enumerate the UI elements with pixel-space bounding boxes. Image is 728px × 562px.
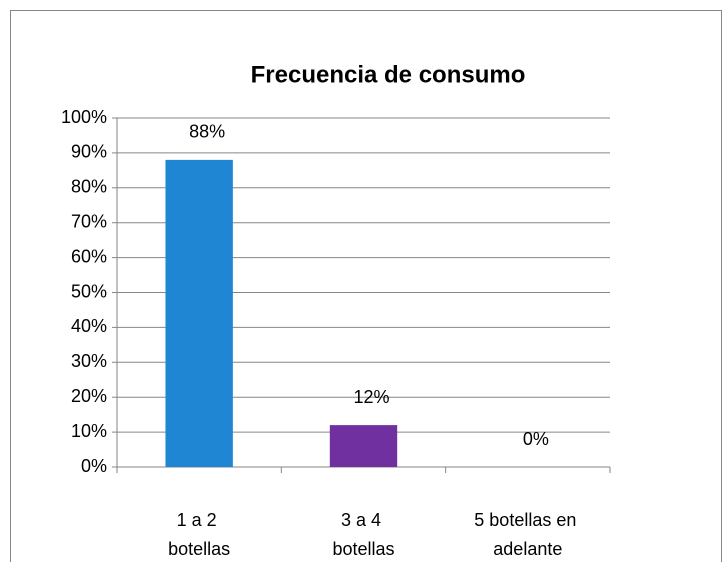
chart-title: Frecuencia de consumo — [251, 61, 526, 88]
bar — [329, 425, 398, 467]
y-tick-label: 50% — [71, 281, 107, 301]
data-label: 88% — [189, 122, 225, 142]
x-tick-label: 5 botellas en adelante — [474, 510, 581, 559]
y-tick-label: 100% — [61, 107, 107, 127]
y-tick-label: 80% — [71, 177, 107, 197]
x-tick-label: 1 a 2 botellas — [168, 510, 230, 559]
y-tick-label: 70% — [71, 211, 107, 231]
data-label: 12% — [353, 387, 389, 407]
y-tick-label: 90% — [71, 142, 107, 162]
y-tick-label: 0% — [81, 456, 107, 476]
y-tick-label: 40% — [71, 316, 107, 336]
y-tick-label: 30% — [71, 351, 107, 371]
data-label: 0% — [523, 429, 549, 449]
y-tick-label: 20% — [71, 386, 107, 406]
y-tick-label: 10% — [71, 421, 107, 441]
y-tick-label: 60% — [71, 246, 107, 266]
x-tick-label: 3 a 4 botellas — [332, 510, 394, 559]
chart-frame — [10, 10, 722, 562]
bar — [165, 159, 233, 467]
